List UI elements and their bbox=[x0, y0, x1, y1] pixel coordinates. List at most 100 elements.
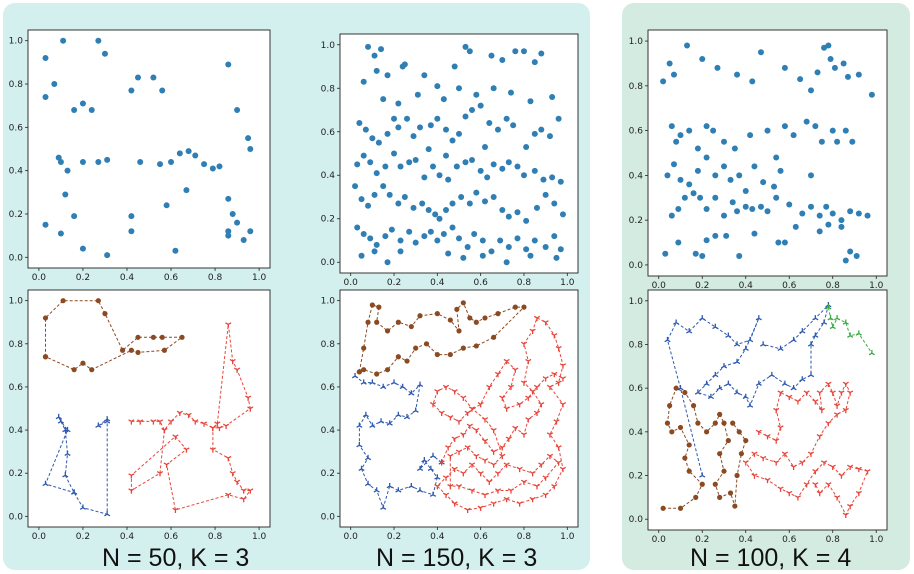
node-marker bbox=[764, 477, 771, 484]
node-marker bbox=[373, 487, 380, 493]
scatter-point bbox=[699, 252, 706, 259]
y-tick-label: 0.0 bbox=[629, 261, 644, 271]
scatter-point bbox=[362, 126, 369, 133]
node-marker bbox=[712, 481, 718, 487]
scatter-point bbox=[542, 191, 549, 198]
y-tick-label: 1.0 bbox=[629, 37, 644, 47]
node-marker bbox=[150, 419, 157, 425]
x-tick-label: 0.6 bbox=[164, 273, 179, 283]
node-marker bbox=[374, 319, 380, 325]
node-marker bbox=[460, 300, 466, 306]
node-marker bbox=[71, 367, 77, 373]
x-tick-label: 0.2 bbox=[76, 532, 90, 542]
node-marker bbox=[825, 420, 832, 427]
node-marker bbox=[794, 399, 802, 405]
scatter-point bbox=[397, 163, 404, 170]
scatter-point bbox=[538, 50, 545, 57]
node-marker bbox=[447, 414, 454, 421]
node-marker bbox=[200, 421, 208, 427]
node-marker bbox=[747, 402, 754, 408]
scatter-point bbox=[505, 159, 512, 166]
scatter-point bbox=[546, 133, 553, 140]
plot-frame-bottom-right bbox=[647, 289, 888, 531]
node-marker bbox=[834, 495, 841, 501]
node-marker bbox=[356, 441, 363, 448]
node-marker bbox=[447, 351, 453, 358]
node-marker bbox=[499, 395, 506, 401]
scatter-point bbox=[829, 210, 836, 217]
node-marker bbox=[434, 389, 441, 395]
node-marker bbox=[481, 458, 489, 464]
scatter-point bbox=[553, 254, 560, 261]
scatter-point bbox=[62, 191, 69, 198]
scatter-point bbox=[814, 69, 821, 76]
node-marker bbox=[733, 358, 741, 365]
scatter-point bbox=[703, 154, 710, 161]
node-marker bbox=[192, 419, 199, 425]
scatter-point bbox=[751, 230, 758, 237]
y-tick-label: 1.0 bbox=[321, 297, 336, 307]
node-marker bbox=[494, 471, 502, 477]
node-marker bbox=[538, 402, 545, 408]
scatter-point bbox=[57, 158, 64, 165]
x-tick-label: 1.0 bbox=[560, 532, 575, 542]
x-tick-label: 0.8 bbox=[517, 532, 532, 542]
y-tick-label: 0.4 bbox=[629, 171, 644, 181]
scatter-point bbox=[664, 172, 671, 179]
y-tick-label: 0.6 bbox=[629, 384, 644, 394]
node-marker bbox=[538, 462, 545, 468]
plot-frame-top-right bbox=[647, 29, 888, 277]
node-marker bbox=[807, 451, 815, 457]
scatter-point bbox=[712, 232, 719, 239]
scatter-point bbox=[356, 120, 363, 127]
node-marker bbox=[473, 319, 479, 325]
scatter-point bbox=[168, 158, 175, 165]
node-marker bbox=[447, 317, 453, 323]
node-marker bbox=[119, 347, 126, 353]
node-marker bbox=[533, 483, 541, 490]
node-marker bbox=[486, 384, 493, 391]
node-marker bbox=[677, 384, 684, 391]
scatter-point bbox=[466, 200, 473, 207]
y-tick-label: 0.0 bbox=[9, 512, 24, 522]
x-tick-label: 0.2 bbox=[387, 278, 401, 288]
scatter-point bbox=[481, 198, 488, 205]
y-tick-label: 0.8 bbox=[9, 80, 24, 90]
y-tick-label: 0.8 bbox=[9, 340, 24, 350]
node-marker bbox=[816, 434, 823, 440]
cluster-route-2 bbox=[432, 317, 564, 511]
scatter-point bbox=[430, 163, 437, 170]
node-marker bbox=[516, 466, 523, 473]
scatter-point bbox=[494, 126, 501, 133]
scatter-point bbox=[694, 145, 701, 152]
scatter-point bbox=[88, 107, 95, 114]
scatter-point bbox=[412, 239, 419, 246]
node-marker bbox=[503, 496, 510, 503]
scatter-point bbox=[816, 228, 823, 235]
node-marker bbox=[156, 419, 164, 425]
scatter-point bbox=[419, 200, 426, 207]
x-tick-label: 0.2 bbox=[76, 273, 90, 283]
scatter-point bbox=[201, 161, 208, 168]
node-marker bbox=[229, 358, 236, 365]
node-marker bbox=[481, 417, 489, 423]
node-marker bbox=[429, 402, 437, 408]
node-marker bbox=[377, 418, 385, 424]
node-marker bbox=[460, 345, 466, 351]
node-marker bbox=[812, 399, 819, 405]
scatter-point bbox=[64, 167, 71, 174]
x-tick-label: 0.4 bbox=[739, 535, 754, 545]
node-marker bbox=[71, 489, 78, 495]
scatter-point bbox=[662, 250, 669, 257]
node-marker bbox=[447, 453, 454, 460]
node-marker bbox=[416, 487, 424, 493]
node-marker bbox=[777, 345, 784, 352]
scatter-point bbox=[391, 115, 398, 122]
scatter-point bbox=[421, 233, 428, 240]
node-marker bbox=[481, 438, 489, 445]
node-marker bbox=[664, 336, 671, 343]
node-marker bbox=[421, 457, 428, 463]
scatter-point bbox=[797, 76, 804, 83]
scatter-point bbox=[721, 163, 728, 170]
node-marker bbox=[855, 330, 862, 336]
